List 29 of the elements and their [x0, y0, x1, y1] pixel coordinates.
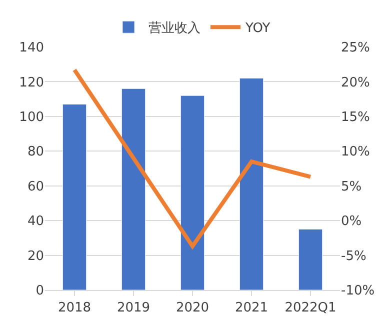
bar: [121, 88, 146, 290]
y-tick-label: 20: [27, 248, 44, 264]
bar: [298, 229, 323, 290]
y2-tick-label: -10%: [341, 284, 375, 299]
y-tick-label: 140: [19, 40, 44, 56]
bar: [62, 104, 87, 290]
bar: [180, 95, 205, 290]
y2-tick-label: -5%: [341, 248, 366, 264]
line-series: [72, 68, 312, 248]
y-tick-label: 80: [27, 144, 44, 160]
bar: [239, 78, 264, 290]
x-tick-label: 2018: [58, 300, 92, 316]
y2-tick-label: 25%: [341, 40, 370, 56]
y2-tick-label: 15%: [341, 110, 370, 125]
y-tick-label: 100: [19, 110, 44, 125]
x-tick-label: 2020: [176, 300, 210, 316]
y2-tick-label: 10%: [341, 144, 370, 160]
y-tick-label: 60: [27, 179, 44, 194]
x-tick-label: 2022Q1: [284, 300, 336, 316]
y-tick-label: 0: [36, 284, 44, 299]
legend-label: 营业收入: [148, 21, 200, 36]
y-tick-label: 40: [27, 214, 44, 230]
y2-tick-label: 0%: [341, 214, 362, 230]
x-tick-label: 2021: [234, 300, 268, 316]
y-tick-label: 120: [19, 75, 44, 90]
x-tick-label: 2019: [116, 300, 150, 316]
y2-tick-label: 5%: [341, 179, 362, 194]
legend-label: YOY: [244, 21, 270, 36]
y2-tick-label: 20%: [341, 75, 370, 90]
